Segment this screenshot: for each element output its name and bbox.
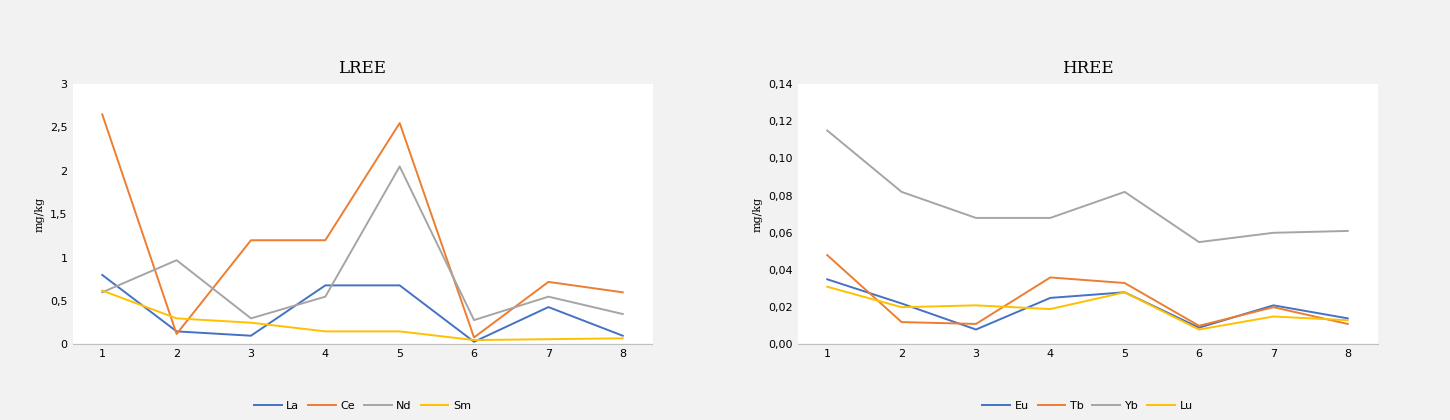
Eu xyxy=(1041,295,1058,300)
Ce xyxy=(465,335,483,340)
Lu xyxy=(819,284,837,289)
Eu xyxy=(1116,290,1134,295)
Yb xyxy=(1041,215,1058,220)
Eu xyxy=(819,277,837,282)
Line: Tb: Tb xyxy=(828,255,1347,326)
Tb xyxy=(1116,281,1134,286)
Ce xyxy=(613,290,631,295)
Lu xyxy=(1190,327,1208,332)
Lu xyxy=(1041,307,1058,312)
Lu xyxy=(1264,314,1282,319)
Yb xyxy=(967,215,985,220)
Sm xyxy=(465,338,483,343)
Nd xyxy=(242,316,260,321)
Line: Yb: Yb xyxy=(828,131,1347,242)
Nd xyxy=(94,290,112,295)
Line: La: La xyxy=(103,275,622,342)
La xyxy=(168,329,186,334)
Yb xyxy=(1190,239,1208,244)
Nd xyxy=(168,258,186,263)
La xyxy=(465,339,483,344)
La xyxy=(242,333,260,338)
Yb xyxy=(1338,228,1356,234)
Ce xyxy=(168,331,186,336)
Line: Nd: Nd xyxy=(103,166,622,320)
Lu xyxy=(1116,290,1134,295)
Y-axis label: mg/kg: mg/kg xyxy=(753,197,763,232)
Tb xyxy=(1190,323,1208,328)
La xyxy=(392,283,409,288)
Sm xyxy=(539,337,557,342)
Tb xyxy=(1264,304,1282,310)
Sm xyxy=(613,336,631,341)
Sm xyxy=(242,320,260,325)
Eu xyxy=(1264,303,1282,308)
Eu xyxy=(967,327,985,332)
Tb xyxy=(967,321,985,326)
La xyxy=(539,304,557,310)
Lu xyxy=(967,303,985,308)
La xyxy=(94,273,112,278)
Sm xyxy=(316,329,334,334)
Eu xyxy=(1338,316,1356,321)
Nd xyxy=(613,312,631,317)
Tb xyxy=(819,252,837,257)
Eu xyxy=(893,301,911,306)
Lu xyxy=(893,304,911,310)
Line: Lu: Lu xyxy=(828,287,1347,330)
Ce xyxy=(539,279,557,284)
Sm xyxy=(392,329,409,334)
Sm xyxy=(168,316,186,321)
Line: Sm: Sm xyxy=(103,291,622,340)
Ce xyxy=(392,121,409,126)
Ce xyxy=(242,238,260,243)
Nd xyxy=(465,318,483,323)
Y-axis label: mg/kg: mg/kg xyxy=(35,197,45,232)
Tb xyxy=(893,320,911,325)
Yb xyxy=(893,189,911,194)
Nd xyxy=(539,294,557,299)
Yb xyxy=(1116,189,1134,194)
Tb xyxy=(1041,275,1058,280)
Yb xyxy=(1264,230,1282,235)
Legend: La, Ce, Nd, Sm: La, Ce, Nd, Sm xyxy=(249,397,476,416)
La xyxy=(316,283,334,288)
Line: Ce: Ce xyxy=(103,114,622,337)
Nd xyxy=(392,164,409,169)
Yb xyxy=(819,128,837,133)
Lu xyxy=(1338,318,1356,323)
Tb xyxy=(1338,321,1356,326)
La xyxy=(613,333,631,338)
Nd xyxy=(316,294,334,299)
Title: HREE: HREE xyxy=(1061,60,1114,77)
Sm xyxy=(94,288,112,293)
Eu xyxy=(1190,325,1208,330)
Title: LREE: LREE xyxy=(338,60,387,77)
Ce xyxy=(94,112,112,117)
Legend: Eu, Tb, Yb, Lu: Eu, Tb, Yb, Lu xyxy=(977,397,1198,416)
Line: Eu: Eu xyxy=(828,279,1347,330)
Ce xyxy=(316,238,334,243)
